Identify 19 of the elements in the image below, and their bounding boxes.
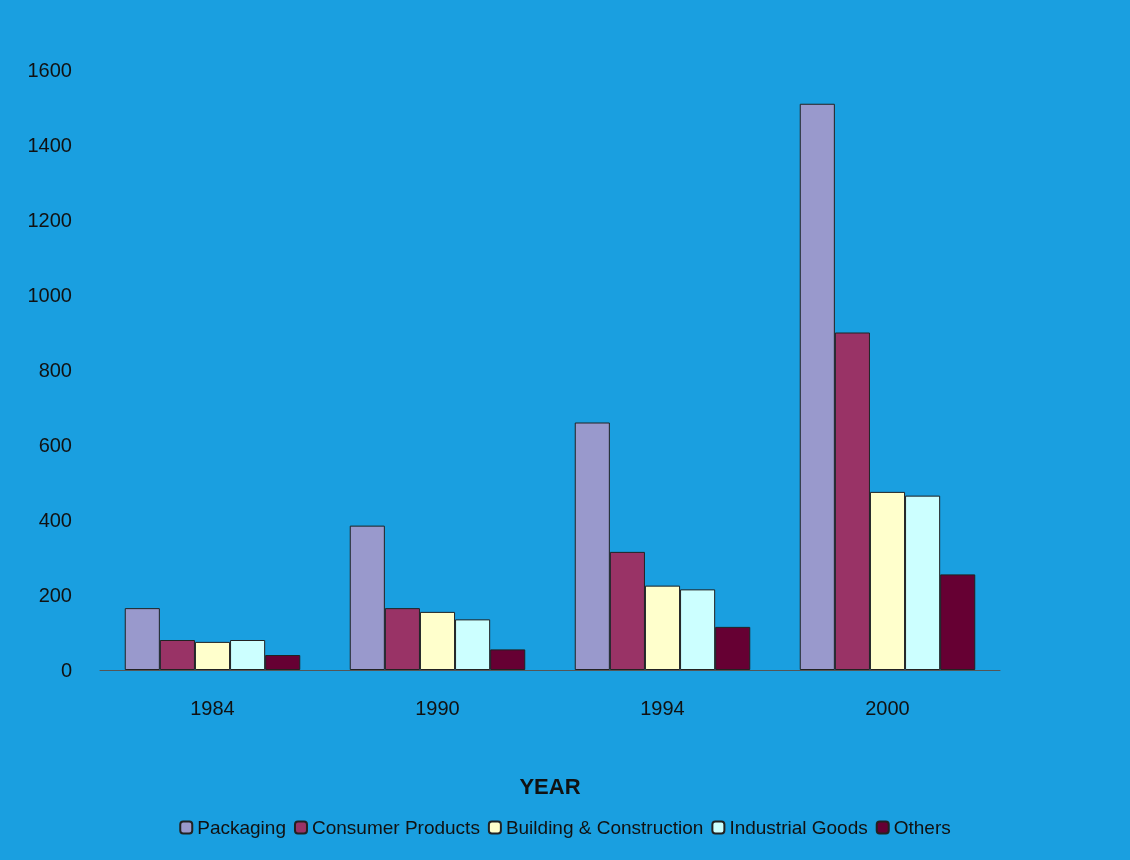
y-tick-label: 1400 (27, 134, 72, 156)
y-tick-label: 1600 (27, 59, 72, 81)
y-tick-label: 200 (38, 584, 72, 606)
x-tick-label: 1990 (415, 697, 460, 719)
y-tick-label: 0 (60, 659, 72, 681)
x-tick-label: 1994 (640, 697, 685, 719)
legend-label: Industrial Goods (729, 817, 868, 838)
y-tick-label: 800 (38, 359, 72, 381)
x-tick-label: 1984 (190, 697, 235, 719)
y-tick-label: 400 (38, 509, 72, 531)
y-tick-label: 600 (38, 434, 72, 456)
x-tick-label: 2000 (865, 697, 910, 719)
x-axis-title: YEAR (519, 773, 581, 799)
legend-label: Packaging (197, 817, 286, 838)
legend-label: Consumer Products (311, 817, 480, 838)
legend-label: Building & Construction (505, 817, 704, 838)
legend-label: Others (893, 817, 951, 838)
y-tick-label: 1000 (27, 284, 72, 306)
y-tick-label: 1200 (27, 209, 72, 231)
